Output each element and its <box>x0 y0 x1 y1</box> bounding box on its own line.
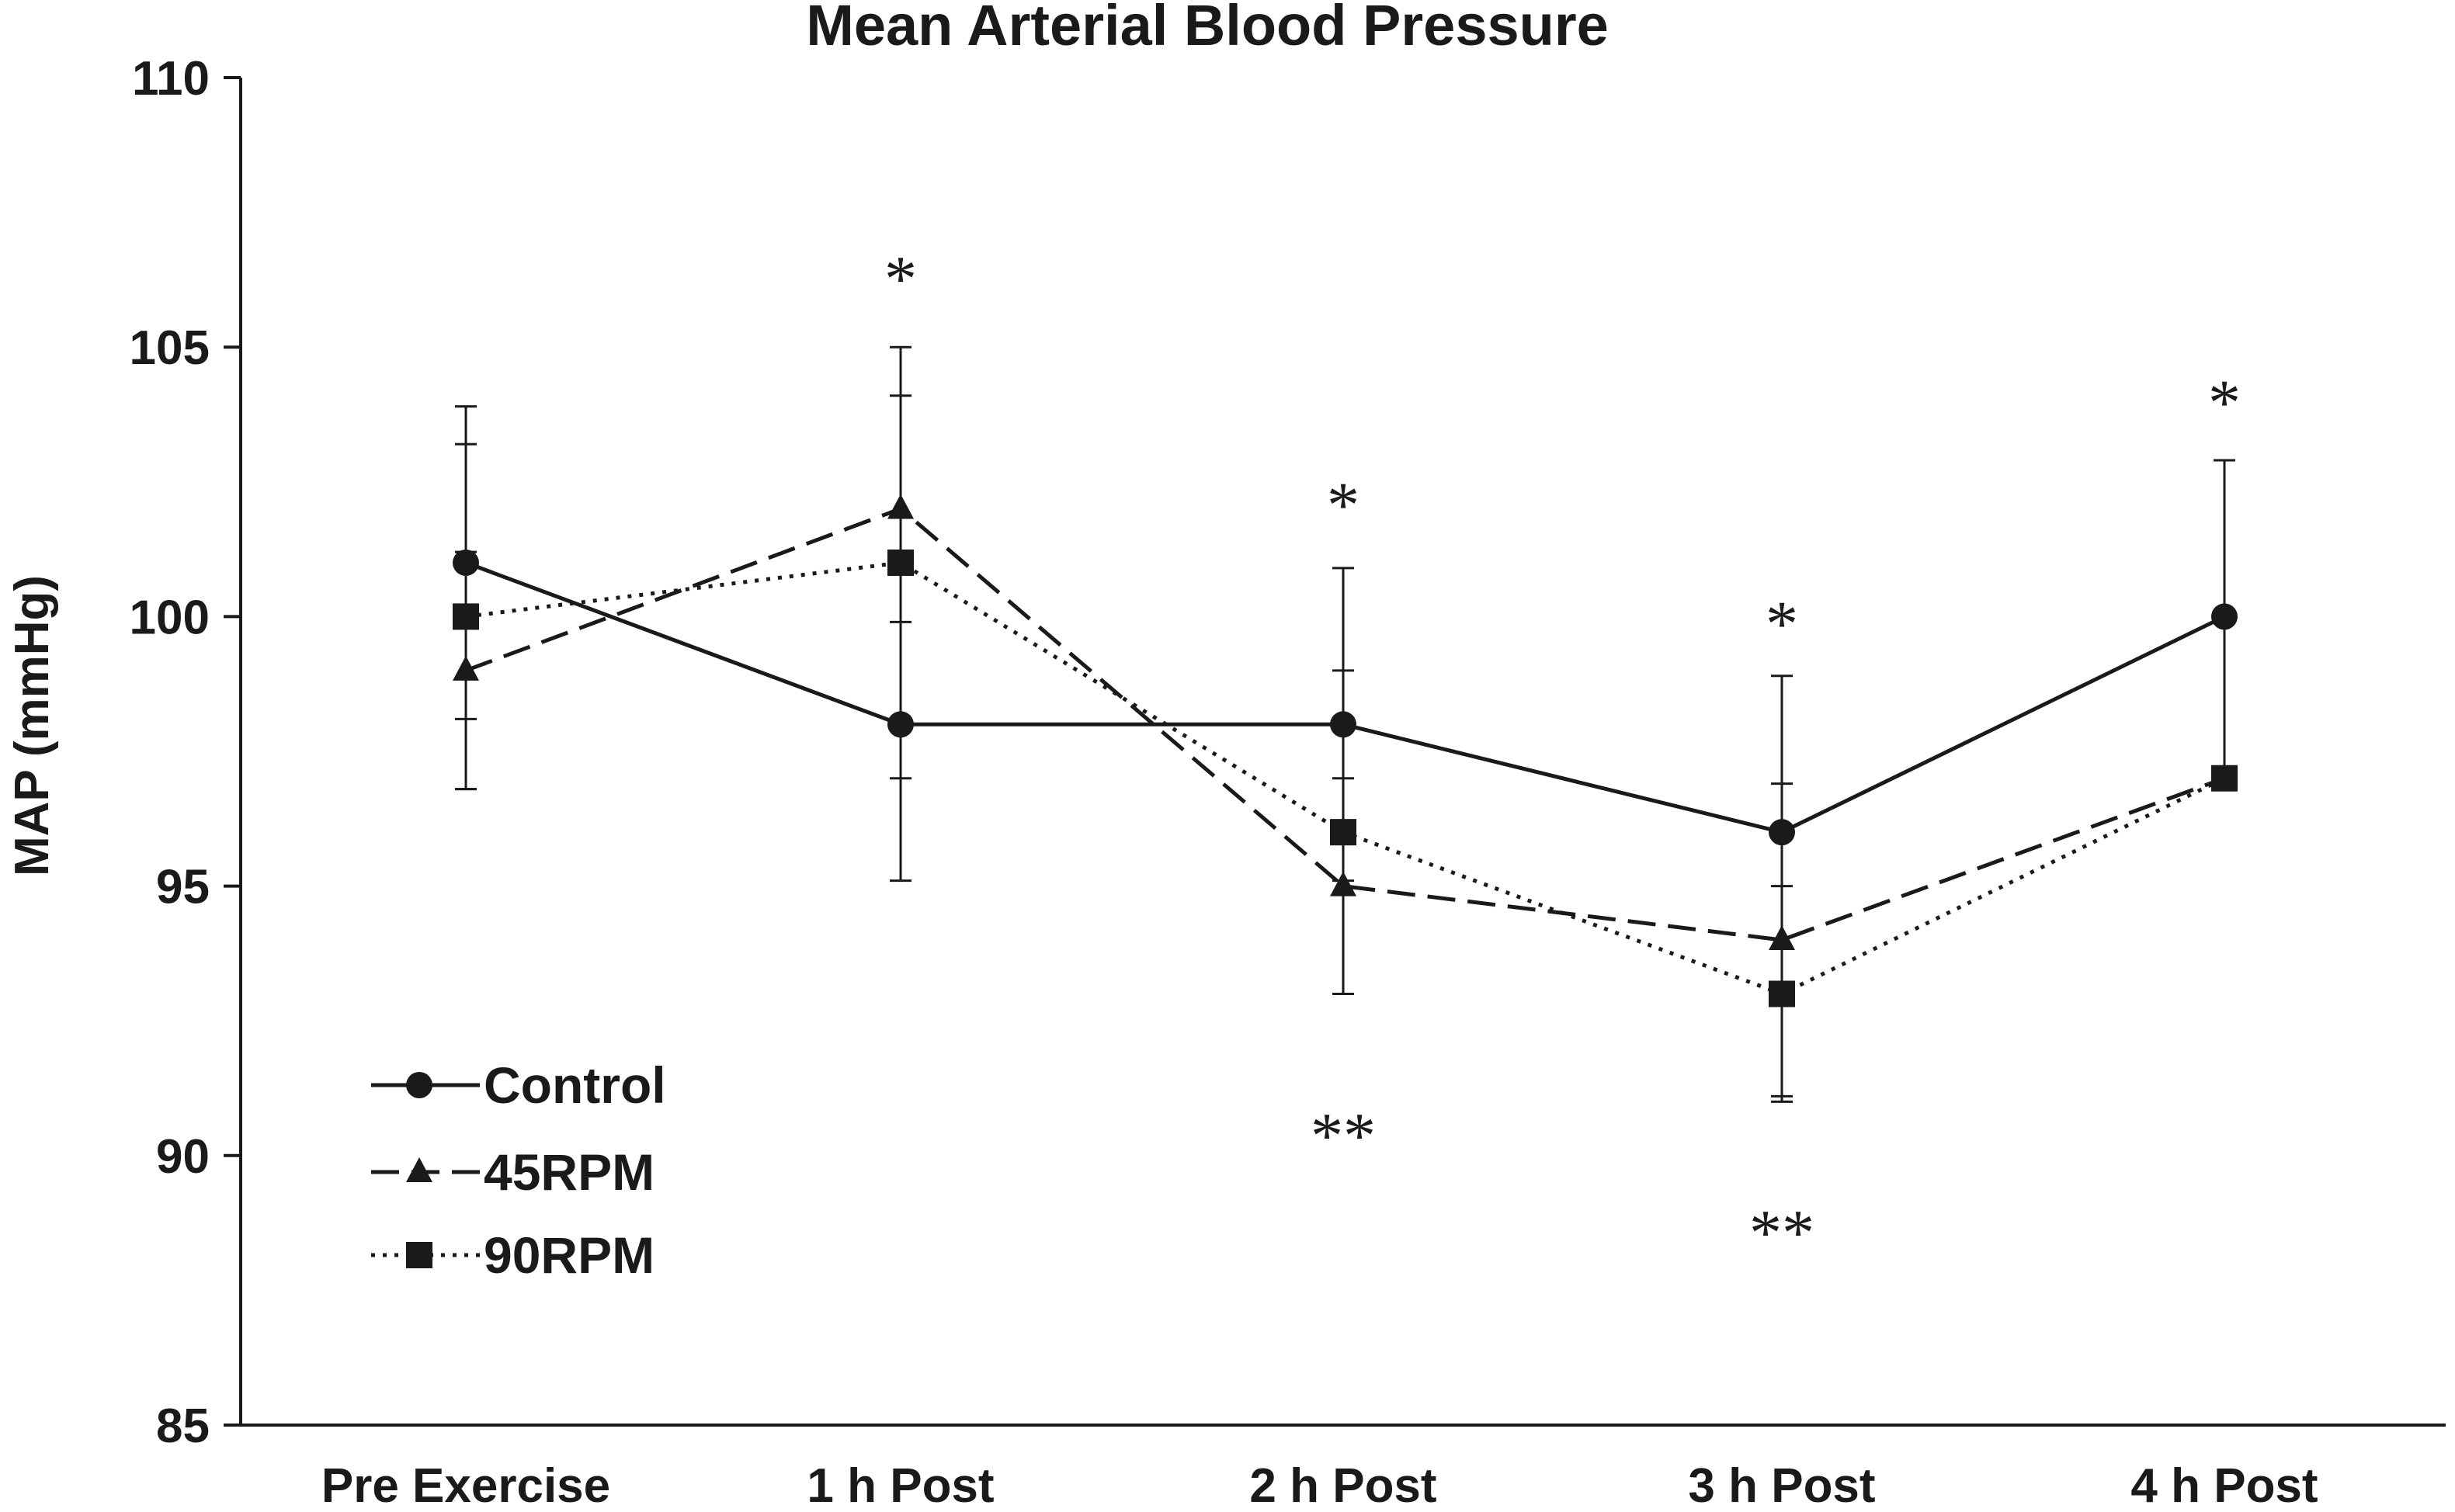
x-tick-label: 4 h Post <box>2130 1459 2318 1512</box>
legend-label-45rpm: 45RPM <box>484 1143 655 1201</box>
axes: 85 90 95 100 105 110 Pre Exercise 1 h Post 2 h P… <box>130 52 2446 1512</box>
legend-marker-90rpm <box>406 1242 432 1268</box>
y-tick-label: 85 <box>156 1399 210 1453</box>
series-line-control <box>465 560 2226 834</box>
significance-marker: * <box>1766 588 1798 660</box>
data-point-45rpm <box>453 655 479 681</box>
y-tick-label: 90 <box>156 1130 210 1184</box>
y-axis-label: MAP (mmHg) <box>5 575 59 876</box>
data-point-45rpm <box>887 494 914 519</box>
data-point-90rpm <box>1330 819 1356 846</box>
data-point-control <box>2211 603 2238 630</box>
x-tick-label: Pre Exercise <box>321 1459 610 1512</box>
data-point-control <box>887 711 914 738</box>
x-tick-label: 1 h Post <box>807 1459 994 1512</box>
series-lines <box>465 506 2226 997</box>
data-point-45rpm <box>1769 925 1795 951</box>
legend-label-90rpm: 90RPM <box>484 1226 655 1284</box>
data-point-90rpm <box>2211 765 2238 792</box>
significance-marker: * <box>2208 367 2241 439</box>
series-line-45rpm <box>465 506 2225 942</box>
data-point-90rpm <box>887 549 914 576</box>
y-tick-label: 100 <box>130 591 210 644</box>
data-point-45rpm <box>1330 871 1356 896</box>
legend-marker-control <box>406 1072 432 1098</box>
data-point-90rpm <box>453 603 479 630</box>
significance-marker: ** <box>1311 1100 1376 1172</box>
chart-title: Mean Arterial Blood Pressure <box>806 0 1609 57</box>
legend: Control 45RPM 90RPM <box>371 1056 666 1284</box>
legend-marker-45rpm <box>406 1157 432 1182</box>
data-point-control <box>1769 819 1795 846</box>
significance-marker: * <box>1327 470 1359 542</box>
x-tick-label: 2 h Post <box>1249 1459 1436 1512</box>
data-point-control <box>1330 711 1356 738</box>
y-tick-label: 105 <box>130 321 210 375</box>
x-tick-label: 3 h Post <box>1688 1459 1875 1512</box>
y-tick-label: 95 <box>156 861 210 914</box>
series-markers <box>453 494 2238 1007</box>
significance-annotations: ******** <box>884 243 2241 1269</box>
legend-label-control: Control <box>484 1056 666 1114</box>
data-point-90rpm <box>1769 980 1795 1007</box>
data-point-control <box>453 549 479 576</box>
significance-marker: * <box>884 243 917 315</box>
significance-marker: ** <box>1749 1197 1814 1269</box>
y-tick-label: 110 <box>132 52 210 106</box>
